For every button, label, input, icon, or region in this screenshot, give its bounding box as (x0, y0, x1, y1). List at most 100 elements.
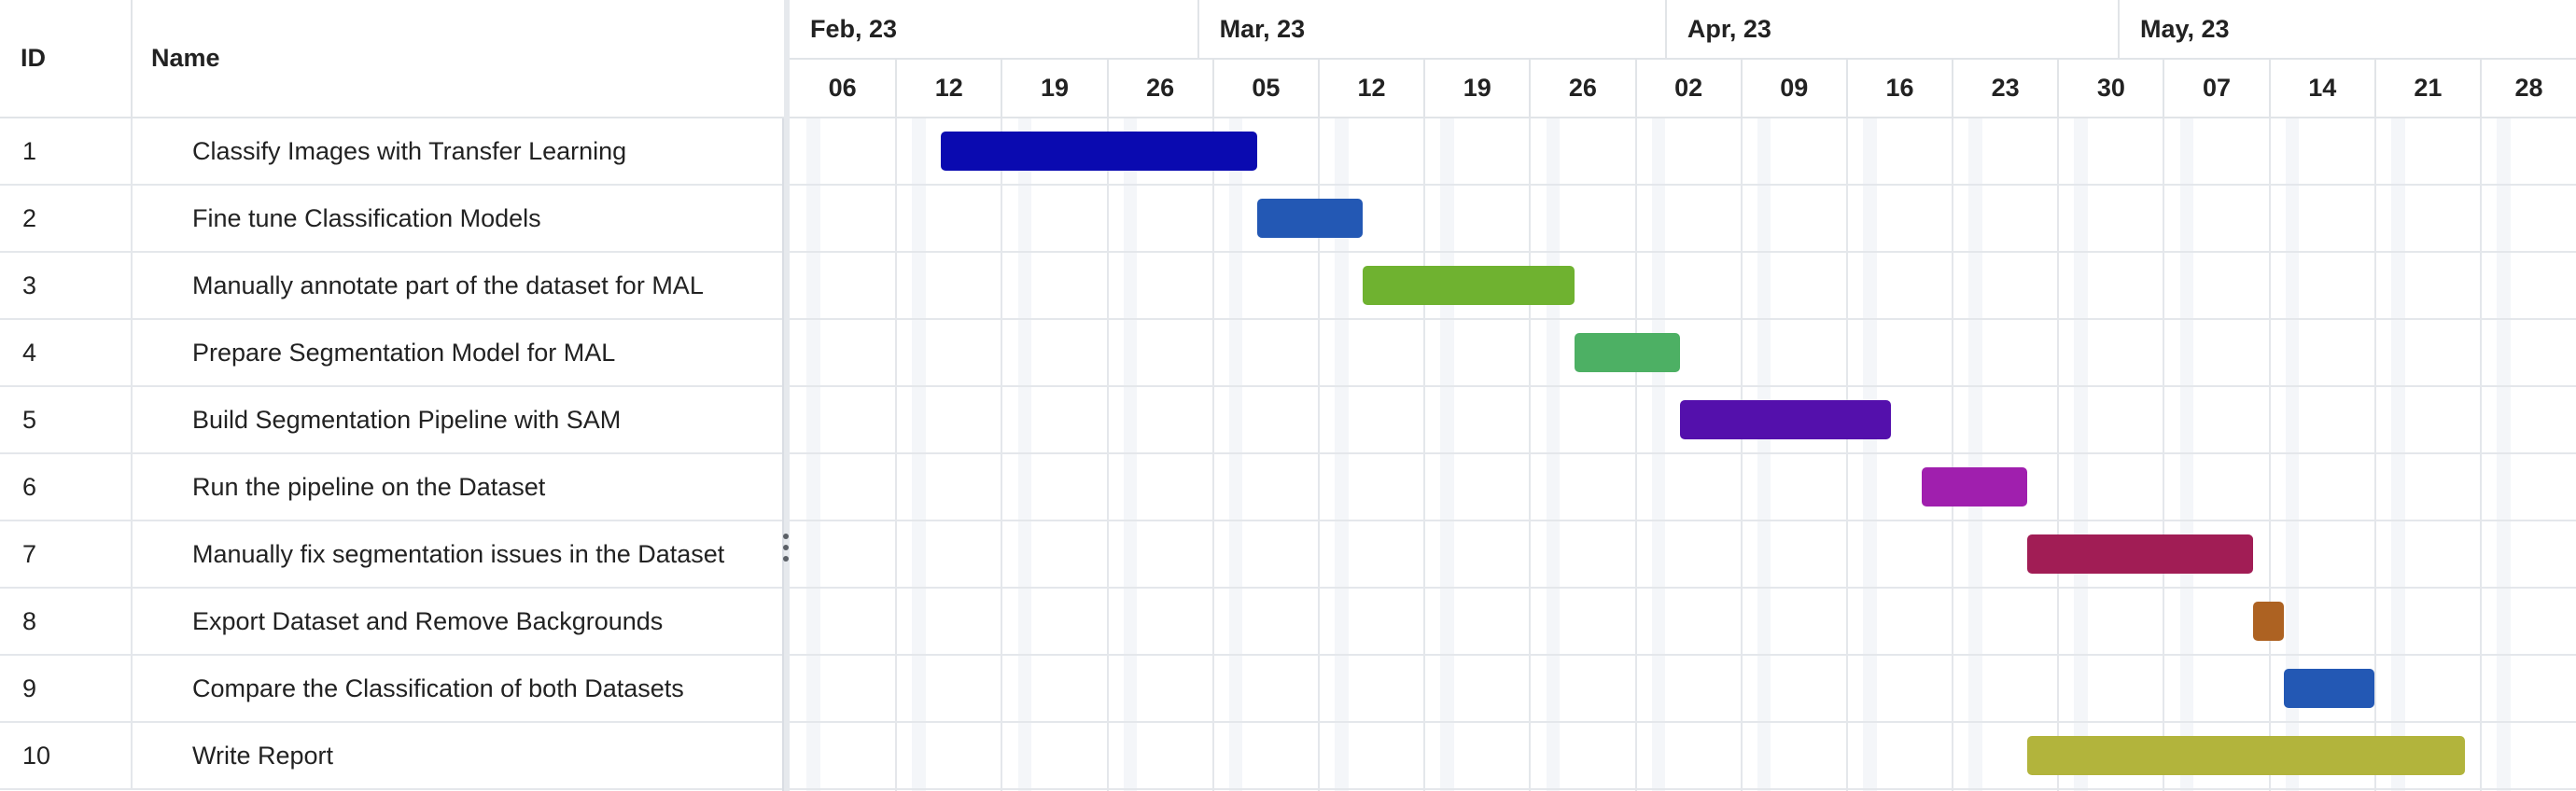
week-label: 26 (1529, 60, 1634, 117)
weekend-stripe (2179, 118, 2194, 791)
month-label: Apr, 23 (1664, 0, 2118, 58)
week-divider (1740, 118, 1743, 791)
week-divider (2268, 118, 2271, 791)
task-id: 6 (0, 454, 133, 520)
week-label: 05 (1211, 60, 1318, 117)
task-row[interactable]: 6 Run the pipeline on the Dataset (0, 454, 782, 521)
week-divider (2480, 118, 2483, 791)
row-divider (790, 587, 2576, 589)
task-id: 3 (0, 253, 133, 318)
task-bar[interactable] (1921, 467, 2027, 507)
weekend-stripe (912, 118, 926, 791)
task-name: Export Dataset and Remove Backgrounds (192, 606, 664, 635)
row-divider (790, 318, 2576, 320)
task-bar[interactable] (2253, 602, 2284, 641)
weekend-stripe (1228, 118, 1243, 791)
task-row[interactable]: 4 Prepare Segmentation Model for MAL (0, 320, 782, 387)
week-divider (2057, 118, 2060, 791)
task-bar[interactable] (940, 132, 1258, 171)
task-name: Fine tune Classification Models (192, 203, 541, 232)
task-bar[interactable] (1257, 199, 1364, 238)
week-label: 14 (2268, 60, 2374, 117)
task-id: 8 (0, 589, 133, 654)
week-label: 30 (2057, 60, 2163, 117)
week-label: 09 (1740, 60, 1846, 117)
grid-splitter[interactable] (784, 0, 790, 791)
resize-handle-icon[interactable] (780, 534, 791, 562)
task-row[interactable]: 2 Fine tune Classification Models (0, 186, 782, 253)
row-divider (790, 788, 2576, 790)
task-row[interactable]: 9 Compare the Classification of both Data… (0, 656, 782, 723)
week-label: 12 (895, 60, 1001, 117)
week-label: 07 (2163, 60, 2268, 117)
weekend-stripe (1757, 118, 1771, 791)
weekend-stripe (1017, 118, 1032, 791)
task-id: 9 (0, 656, 133, 721)
month-label: May, 23 (2117, 0, 2576, 58)
task-grid: ID Name 1 Classify Images with Transfer L… (0, 0, 784, 791)
task-name: Manually annotate part of the dataset fo… (192, 271, 704, 299)
task-id: 2 (0, 186, 133, 251)
task-id: 5 (0, 387, 133, 452)
row-divider (790, 721, 2576, 723)
task-row[interactable]: 1 Classify Images with Transfer Learning (0, 118, 782, 186)
task-id: 10 (0, 723, 133, 788)
task-name: Compare the Classification of both Datas… (192, 673, 684, 702)
week-divider (1423, 118, 1426, 791)
weekend-stripe (2285, 118, 2300, 791)
week-divider (1106, 118, 1109, 791)
week-divider (1529, 118, 1532, 791)
week-label: 12 (1317, 60, 1423, 117)
week-label: 16 (1845, 60, 1952, 117)
week-label: 26 (1106, 60, 1212, 117)
weekend-stripe (2074, 118, 2088, 791)
week-label: 19 (1001, 60, 1106, 117)
task-row[interactable]: 10 Write Report (0, 723, 782, 790)
task-bar[interactable] (1680, 400, 1892, 439)
row-divider (790, 452, 2576, 454)
task-bar[interactable] (1574, 333, 1681, 372)
task-name: Build Segmentation Pipeline with SAM (192, 405, 622, 434)
week-divider (1845, 118, 1848, 791)
weekend-stripe (1651, 118, 1666, 791)
week-divider (2373, 118, 2376, 791)
task-name: Classify Images with Transfer Learning (192, 136, 627, 165)
task-bar[interactable] (2283, 669, 2374, 708)
timeline: Feb, 23 Mar, 23 Apr, 23 May, 23 06 12 19 26 05 1… (790, 0, 2576, 791)
week-label: 21 (2373, 60, 2480, 117)
task-row[interactable]: 5 Build Segmentation Pipeline with SAM (0, 387, 782, 454)
week-divider (2163, 118, 2165, 791)
timeline-week-header: 06 12 19 26 05 12 19 26 02 09 16 23 30 07 14 21 28 (790, 60, 2576, 118)
column-header-name[interactable]: Name (151, 44, 220, 72)
weekend-stripe (1863, 118, 1877, 791)
week-label: 02 (1634, 60, 1741, 117)
weekend-stripe (806, 118, 820, 791)
task-name: Write Report (192, 741, 334, 770)
week-divider (1001, 118, 1003, 791)
weekend-stripe (2391, 118, 2405, 791)
task-name: Manually fix segmentation issues in the … (192, 539, 725, 568)
month-label: Mar, 23 (1197, 0, 1665, 58)
row-divider (790, 251, 2576, 253)
task-row[interactable]: 8 Export Dataset and Remove Backgrounds (0, 589, 782, 656)
task-row[interactable]: 3 Manually annotate part of the dataset f… (0, 253, 782, 320)
row-divider (790, 520, 2576, 521)
week-divider (1634, 118, 1637, 791)
task-name: Prepare Segmentation Model for MAL (192, 338, 616, 367)
row-divider (790, 184, 2576, 186)
task-bar[interactable] (1363, 266, 1575, 305)
task-row[interactable]: 7 Manually fix segmentation issues in the… (0, 521, 782, 589)
weekend-stripe (1335, 118, 1349, 791)
weekend-stripe (1968, 118, 1982, 791)
task-id: 4 (0, 320, 133, 385)
task-bar[interactable] (2026, 736, 2465, 775)
timeline-body (790, 118, 2576, 791)
week-label: 23 (1952, 60, 2057, 117)
week-divider (1211, 118, 1214, 791)
task-bar[interactable] (2026, 534, 2254, 574)
column-header-id[interactable]: ID (0, 0, 133, 117)
timeline-month-header: Feb, 23 Mar, 23 Apr, 23 May, 23 (790, 0, 2576, 60)
week-divider (895, 118, 898, 791)
task-name: Run the pipeline on the Dataset (192, 472, 546, 501)
